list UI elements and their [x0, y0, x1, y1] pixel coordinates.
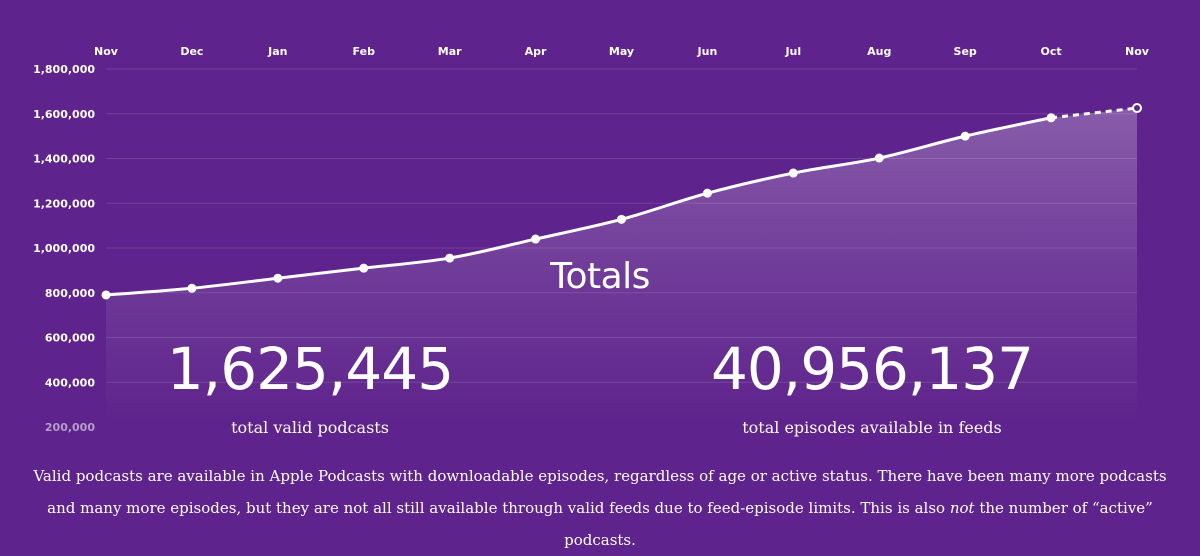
x-tick-label: Nov	[1125, 45, 1150, 58]
x-tick-label: Jul	[784, 45, 801, 58]
total-episodes-label: total episodes available in feeds	[742, 418, 1002, 437]
data-point	[874, 153, 884, 163]
x-tick-label: Aug	[867, 45, 891, 58]
data-point	[187, 283, 197, 293]
data-point	[960, 131, 970, 141]
x-tick-label: Jan	[267, 45, 287, 58]
x-tick-label: Jun	[697, 45, 718, 58]
x-tick-label: Dec	[180, 45, 203, 58]
data-points	[101, 103, 1142, 300]
footnote-part1: Valid podcasts are available in Apple Po…	[33, 467, 1167, 517]
y-tick-label: 1,800,000	[33, 63, 95, 76]
area-path	[106, 108, 1137, 428]
y-axis-ticks: 1,800,000 1,600,000 1,400,000 1,200,000 1,00…	[33, 63, 95, 434]
y-tick-label: 400,000	[45, 376, 95, 389]
data-point	[788, 168, 798, 178]
data-point	[617, 214, 626, 224]
series-line	[104, 106, 1138, 297]
y-tick-label: 1,200,000	[33, 197, 95, 210]
data-point	[531, 234, 541, 244]
x-tick-label: Apr	[525, 45, 547, 58]
footnote-emphasis: not	[949, 499, 975, 517]
chart-title: Totals	[550, 256, 650, 297]
data-point	[1046, 113, 1056, 123]
y-tick-label: 200,000	[45, 421, 95, 434]
x-tick-label: May	[609, 45, 634, 58]
x-axis-months: Nov Dec Jan Feb Mar Apr May Jun Jul Aug Sep Oct Nov	[94, 45, 1150, 58]
data-point	[101, 290, 111, 300]
x-tick-label: Sep	[954, 45, 977, 58]
y-tick-label: 1,400,000	[33, 153, 95, 166]
y-tick-label: 600,000	[45, 332, 95, 345]
series-line-solid	[104, 116, 1053, 297]
data-point	[359, 263, 369, 273]
x-tick-label: Mar	[438, 45, 462, 58]
series-line-projected	[1050, 106, 1138, 120]
x-tick-label: Nov	[94, 45, 119, 58]
y-tick-label: 1,000,000	[33, 242, 95, 255]
y-tick-label: 1,600,000	[33, 108, 95, 121]
data-point	[702, 188, 712, 198]
area-fill	[106, 108, 1137, 428]
data-point	[1132, 103, 1142, 114]
footnote: Valid podcasts are available in Apple Po…	[30, 460, 1170, 556]
total-episodes-value: 40,956,137	[710, 335, 1034, 403]
total-podcasts-value: 1,625,445	[166, 335, 454, 403]
data-point	[445, 253, 455, 263]
data-point	[273, 273, 283, 283]
total-podcasts-label: total valid podcasts	[231, 418, 389, 437]
podcast-totals-chart: 1,800,000 1,600,000 1,400,000 1,200,000 1,00…	[33, 45, 1150, 434]
y-tick-label: 800,000	[45, 287, 95, 300]
x-tick-label: Oct	[1041, 45, 1062, 58]
x-tick-label: Feb	[353, 45, 376, 58]
